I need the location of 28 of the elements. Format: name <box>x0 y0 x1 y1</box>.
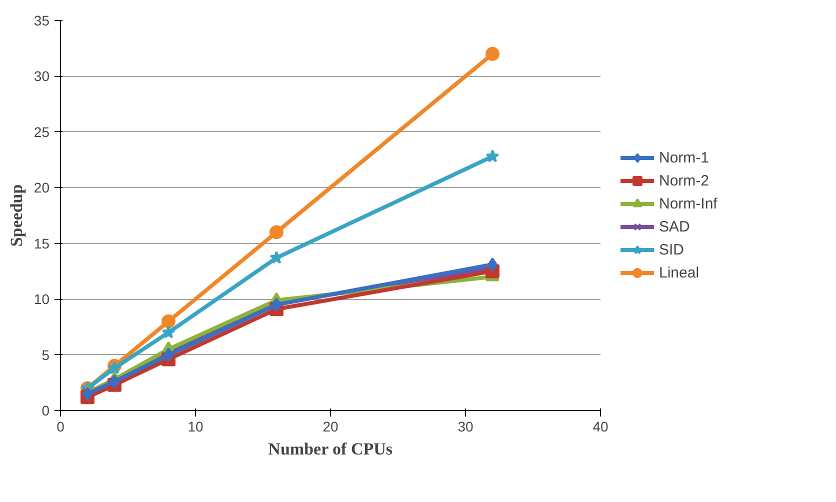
x-tick-label: 10 <box>188 418 204 434</box>
legend-label: Norm-1 <box>659 149 710 166</box>
x-tick-label: 40 <box>592 418 608 434</box>
legend-label: Norm-Inf <box>659 195 718 212</box>
y-axis-title: Speedup <box>6 184 26 247</box>
point <box>108 361 122 374</box>
x-tick-label: 20 <box>322 418 338 434</box>
legend-label: SID <box>659 241 684 258</box>
y-tick-label: 5 <box>42 346 50 363</box>
y-tick-label: 10 <box>34 291 50 308</box>
point <box>486 149 500 162</box>
point <box>270 225 284 240</box>
point <box>486 46 500 61</box>
y-tick-label: 30 <box>34 68 50 84</box>
x-tick-label: 30 <box>458 418 474 434</box>
y-tick-label: 0 <box>42 402 50 418</box>
y-tick-label: 25 <box>34 124 50 140</box>
legend-label: SAD <box>659 218 690 235</box>
y-tick-label: 20 <box>34 180 50 196</box>
y-tick-label: 15 <box>34 235 50 252</box>
y-tick-label: 35 <box>34 12 50 28</box>
point <box>162 326 176 338</box>
legend-label: Norm-2 <box>659 172 710 189</box>
x-tick-label: 0 <box>56 418 65 434</box>
x-axis-title: Number of CPUs <box>268 440 393 458</box>
point <box>162 314 176 328</box>
point <box>270 250 284 264</box>
legend-label: Lineal <box>659 264 700 281</box>
